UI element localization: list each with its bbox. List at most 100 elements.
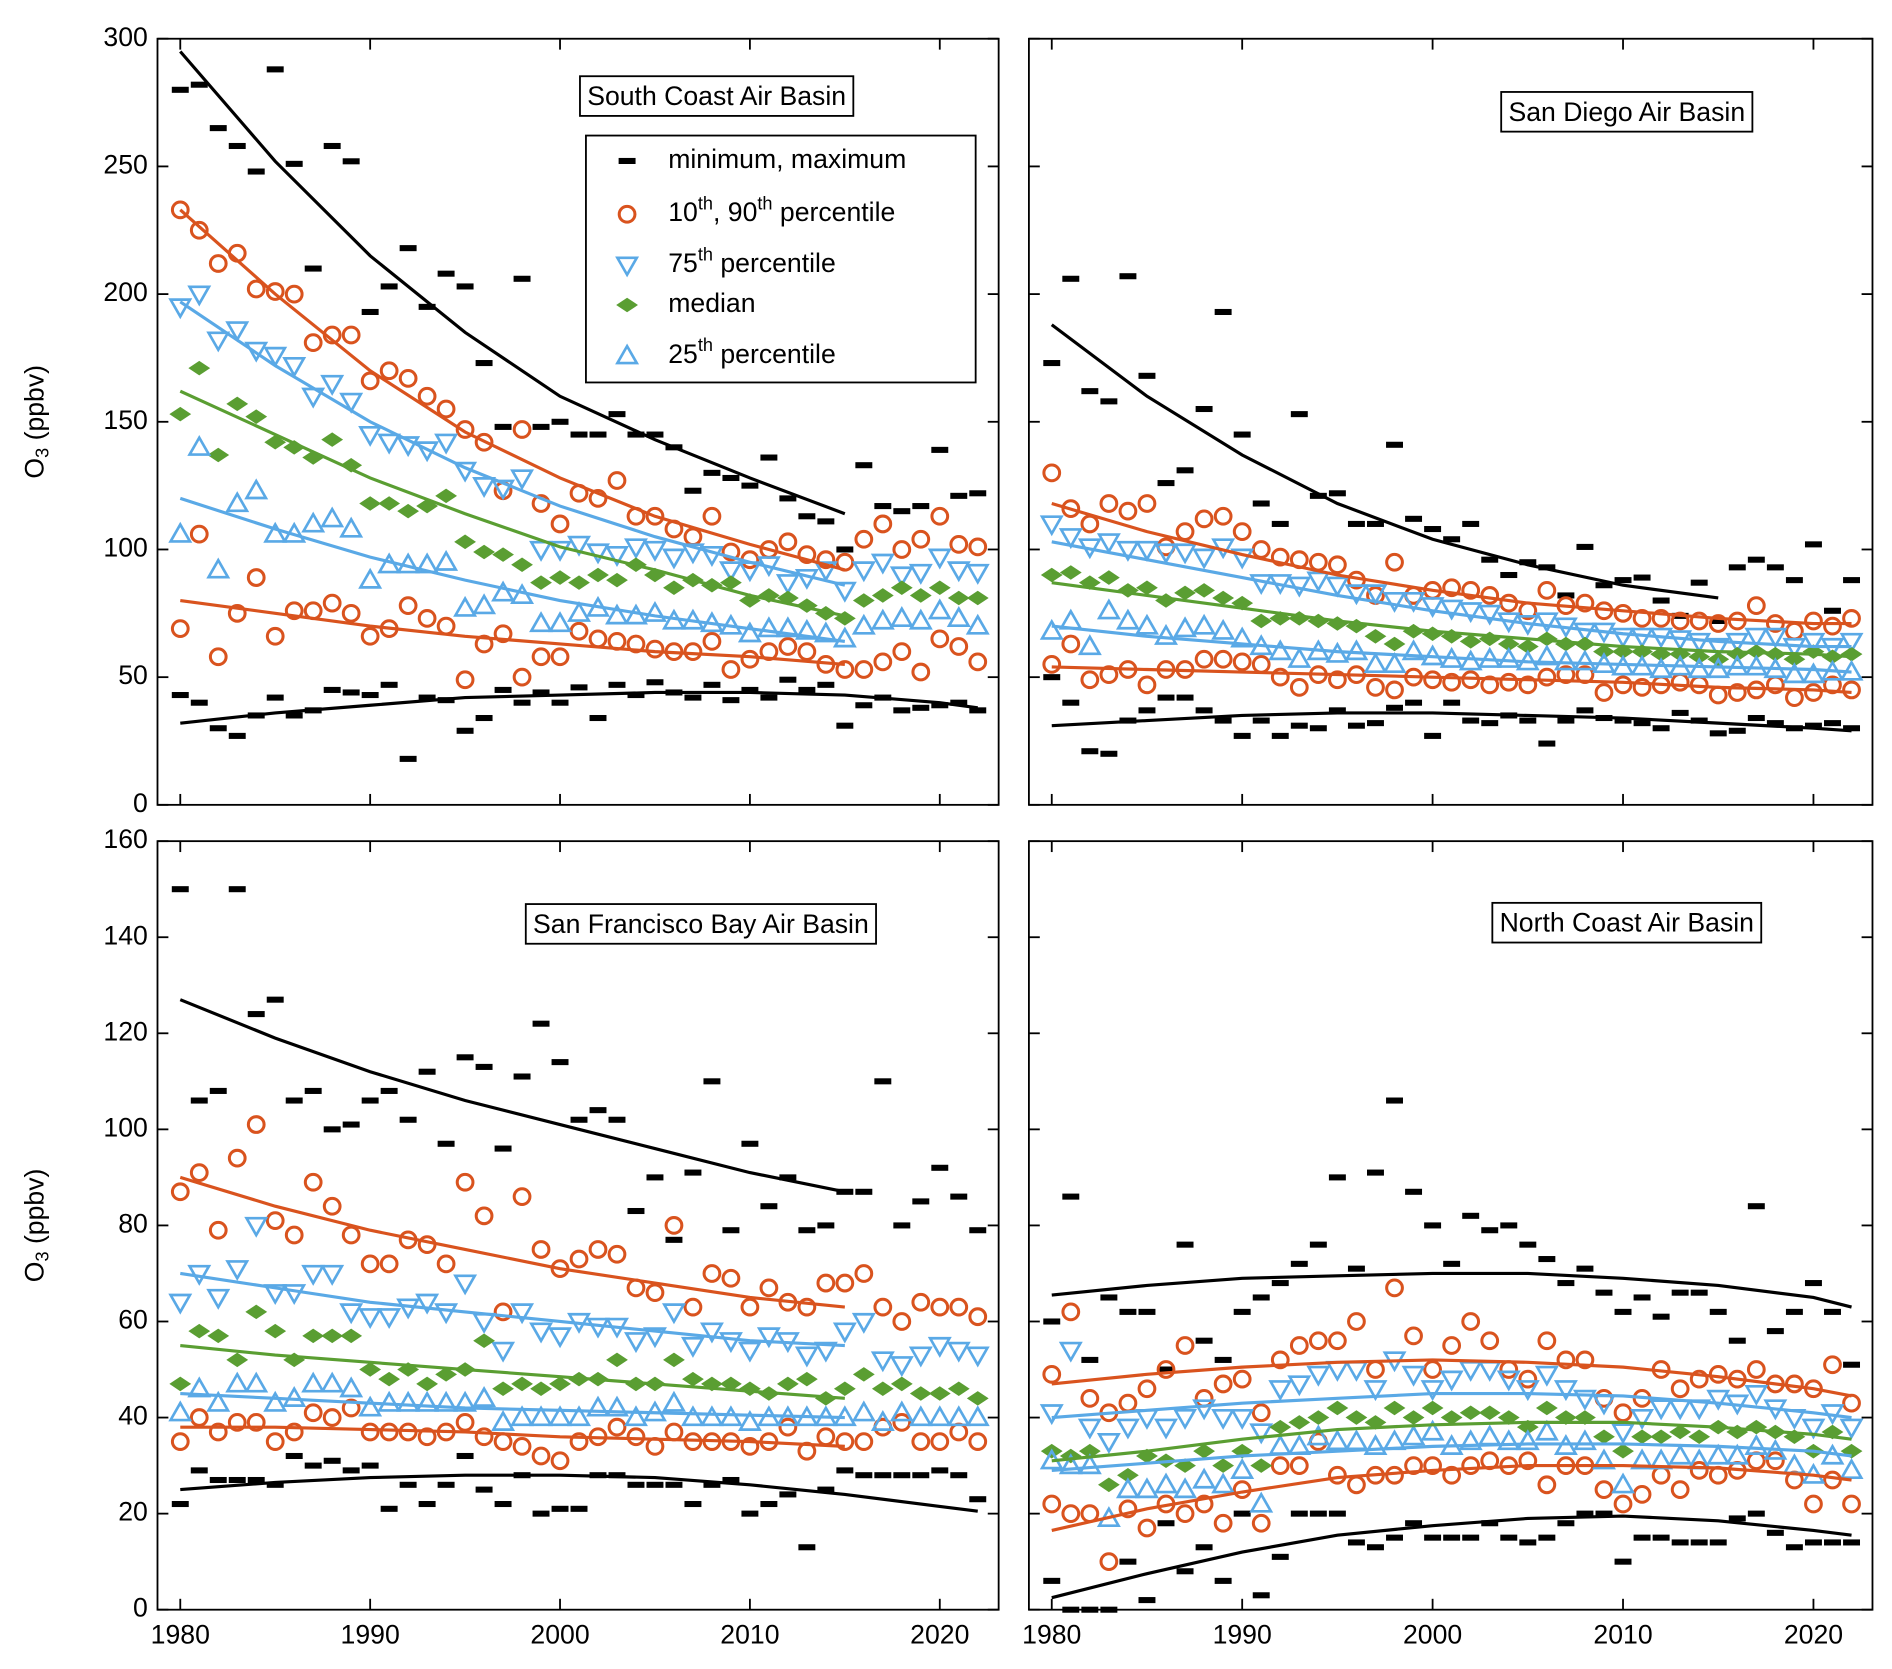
data-point <box>1383 636 1406 652</box>
data-point <box>1671 709 1689 716</box>
data-point <box>1557 592 1575 599</box>
data-point <box>550 514 570 534</box>
data-point <box>320 1371 345 1393</box>
data-point <box>832 626 857 648</box>
data-point <box>683 1297 703 1317</box>
data-point <box>889 566 914 588</box>
data-point <box>1309 725 1327 732</box>
data-point <box>1119 273 1137 280</box>
data-point <box>1173 616 1198 638</box>
data-point <box>586 543 610 565</box>
data-point <box>588 1240 608 1259</box>
data-point <box>817 518 835 525</box>
data-point <box>1309 1241 1327 1248</box>
data-point <box>379 1422 399 1442</box>
data-point <box>1747 1203 1765 1210</box>
data-point <box>1440 1410 1463 1425</box>
data-point <box>1576 707 1594 714</box>
data-point <box>969 1496 987 1503</box>
data-point <box>1078 1443 1101 1459</box>
data-point <box>911 1432 931 1451</box>
fit-line <box>1051 540 1852 649</box>
data-point <box>1633 720 1651 727</box>
data-point <box>1271 1280 1289 1287</box>
data-point <box>1804 541 1822 548</box>
data-point <box>1652 725 1670 732</box>
data-point <box>285 712 303 719</box>
legend-box <box>585 134 977 384</box>
y-tick-label: 160 <box>103 824 147 854</box>
data-point <box>1042 1494 1062 1514</box>
data-point <box>870 608 895 630</box>
data-point <box>606 572 628 588</box>
data-point <box>1081 748 1099 755</box>
data-point <box>266 694 284 701</box>
title-box <box>579 75 855 117</box>
data-point <box>360 1422 380 1442</box>
data-point <box>682 1371 704 1387</box>
data-point <box>434 1303 459 1325</box>
data-point <box>473 544 495 560</box>
data-point <box>1194 649 1214 669</box>
data-point <box>1557 1280 1575 1287</box>
data-point <box>1157 694 1175 701</box>
data-point <box>1709 1539 1727 1546</box>
data-point <box>776 1376 799 1392</box>
fit-line <box>179 300 846 587</box>
data-point <box>284 1422 304 1442</box>
data-point <box>1097 570 1120 585</box>
data-point <box>1080 1388 1100 1408</box>
data-point <box>570 684 588 691</box>
data-point <box>396 1298 421 1320</box>
data-point <box>1039 515 1064 537</box>
data-point <box>1496 646 1521 668</box>
data-point <box>510 1303 535 1325</box>
data-point <box>1728 727 1746 734</box>
data-point <box>1119 1308 1137 1315</box>
data-point <box>911 529 931 549</box>
data-point <box>646 431 664 438</box>
data-point <box>209 1087 227 1094</box>
fit-line <box>1051 1271 1852 1309</box>
data-point <box>1534 644 1559 666</box>
data-point <box>435 1367 457 1382</box>
data-point <box>380 681 398 688</box>
fit-line <box>1050 323 1719 600</box>
data-point <box>1424 732 1442 739</box>
data-point <box>969 1227 987 1234</box>
data-point <box>1195 1337 1213 1344</box>
data-point <box>1195 707 1213 714</box>
data-point <box>1557 717 1575 724</box>
data-point <box>1538 1534 1556 1541</box>
data-point <box>1077 1453 1102 1475</box>
data-point <box>946 1405 971 1427</box>
y-axis-label: O3 (ppbv) <box>19 1169 52 1283</box>
data-point <box>1824 720 1841 727</box>
data-point <box>228 142 246 150</box>
data-point <box>699 545 724 567</box>
data-point <box>263 1390 288 1412</box>
data-point <box>225 491 250 513</box>
data-point <box>1462 520 1480 527</box>
y-tick-label: 40 <box>118 1401 148 1431</box>
data-point <box>361 1097 379 1104</box>
data-point <box>1481 720 1499 727</box>
data-point <box>1727 683 1747 702</box>
data-point <box>244 478 269 500</box>
data-point <box>170 1432 190 1451</box>
data-point <box>950 699 968 706</box>
data-point <box>304 265 322 272</box>
data-point <box>206 1390 231 1412</box>
data-point <box>1842 609 1861 628</box>
data-point <box>1405 1520 1423 1527</box>
data-point <box>795 1371 818 1387</box>
data-point <box>1308 1331 1328 1351</box>
data-point <box>1175 1336 1195 1355</box>
data-point <box>1424 526 1442 533</box>
data-point <box>1230 548 1255 570</box>
fit-line <box>180 1271 845 1348</box>
data-point <box>1195 405 1213 413</box>
data-point <box>378 496 401 511</box>
data-point <box>851 613 876 635</box>
y-tick-label: 150 <box>103 405 147 435</box>
